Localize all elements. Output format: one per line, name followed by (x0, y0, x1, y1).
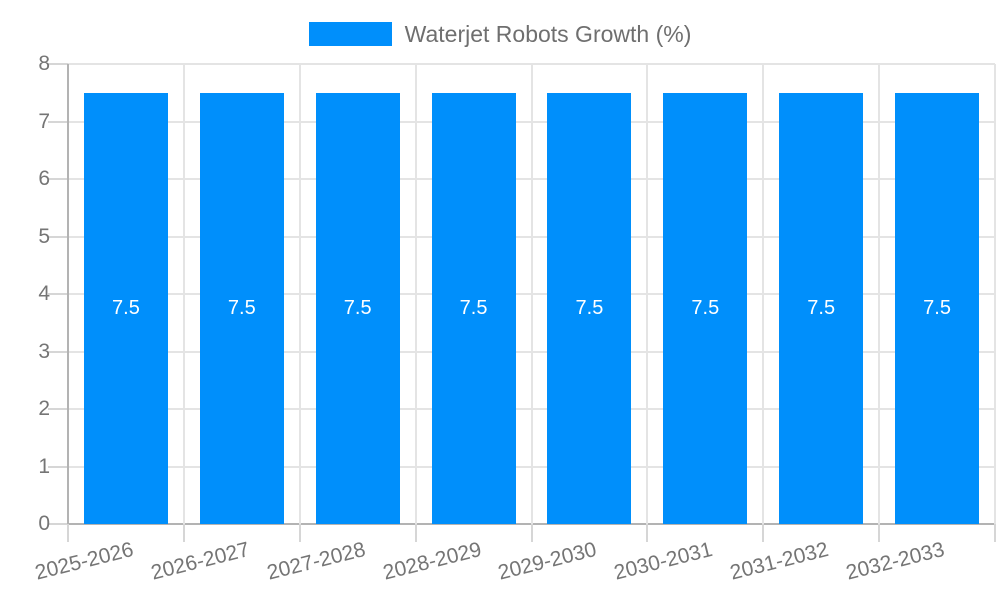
x-tick (530, 524, 533, 542)
bar[interactable] (663, 92, 748, 524)
legend-swatch (308, 22, 392, 46)
x-tick (762, 524, 765, 542)
x-gridline (878, 64, 881, 524)
x-gridline (182, 64, 185, 524)
x-tick (182, 524, 185, 542)
bar-value-label: 7.5 (923, 297, 951, 320)
y-tick-label: 7 (38, 109, 50, 133)
bar-value-label: 7.5 (691, 297, 720, 320)
x-gridline (762, 64, 765, 524)
bar-value-label: 7.5 (343, 297, 372, 320)
x-tick (67, 524, 69, 542)
y-tick-label: 5 (38, 224, 50, 248)
bar-value-label: 7.5 (112, 297, 140, 320)
bar[interactable] (779, 92, 864, 524)
x-gridline (994, 64, 996, 524)
x-gridline (646, 64, 649, 524)
bar[interactable] (315, 92, 400, 524)
bar-value-label: 7.5 (807, 297, 836, 320)
y-tick-label: 0 (38, 512, 50, 535)
y-tick (48, 63, 68, 65)
y-tick-label: 8 (38, 52, 50, 75)
y-tick-label: 6 (38, 167, 50, 190)
bar[interactable] (199, 92, 284, 524)
y-tick (48, 178, 68, 180)
x-tick (878, 524, 881, 542)
legend-label: Waterjet Robots Growth (%) (404, 20, 692, 47)
bar[interactable] (83, 92, 168, 524)
y-tick-label: 2 (38, 397, 50, 420)
y-axis-line (67, 64, 69, 524)
y-tick (48, 235, 68, 238)
y-tick (48, 408, 68, 410)
y-tick (48, 465, 68, 468)
x-tick (994, 524, 996, 542)
bar[interactable] (431, 92, 516, 524)
bar-value-label: 7.5 (459, 297, 488, 320)
x-tick (298, 524, 301, 542)
bar[interactable] (547, 92, 632, 524)
legend: Waterjet Robots Growth (%) (0, 16, 1000, 52)
y-tick (48, 350, 68, 353)
x-tick (646, 524, 649, 542)
legend-item[interactable]: Waterjet Robots Growth (%) (308, 20, 692, 47)
bar-value-label: 7.5 (227, 297, 256, 320)
y-tick (48, 120, 68, 123)
bar-value-label: 7.5 (575, 297, 604, 320)
y-tick (48, 523, 68, 525)
x-gridline (298, 64, 301, 524)
y-tick (48, 293, 68, 295)
x-gridline (530, 64, 533, 524)
y-tick-label: 4 (38, 282, 50, 305)
bar[interactable] (895, 92, 980, 524)
y-tick-label: 3 (38, 339, 50, 363)
x-tick (414, 524, 417, 542)
x-gridline (414, 64, 417, 524)
y-tick-label: 1 (38, 454, 50, 478)
